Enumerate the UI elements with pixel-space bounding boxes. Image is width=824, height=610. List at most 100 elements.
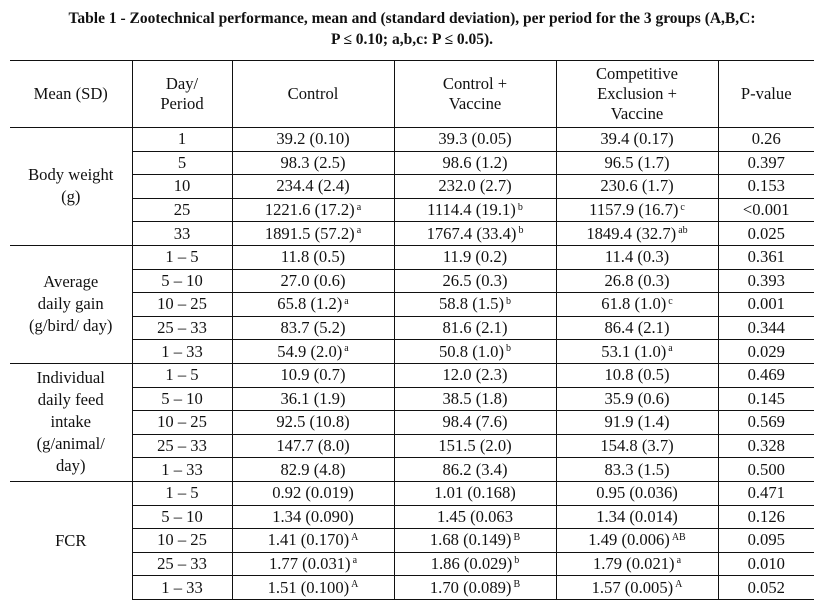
table-row: 10 234.4 (2.4) 232.0 (2.7) 230.6 (1.7) 0.153	[10, 174, 814, 199]
ce-vaccine-cell: 1849.4 (32.7) ab	[555, 221, 718, 246]
control-vaccine-cell-value: 58.8 (1.5)	[439, 294, 504, 314]
header-row: Mean (SD) Day/ Period Control Control + …	[10, 60, 814, 128]
control-cell: 36.1 (1.9)	[231, 386, 394, 411]
control-cell-value: 1.34 (0.090)	[272, 506, 354, 526]
table-row: 25 – 33 83.7 (5.2) 81.6 (2.1) 86.4 (2.1) 0.3…	[10, 315, 814, 340]
pvalue-cell: 0.145	[717, 386, 814, 411]
significance-superscript: a	[676, 555, 682, 567]
ce-vaccine-cell: 230.6 (1.7)	[555, 174, 718, 199]
ce-vaccine-cell: 26.8 (0.3)	[555, 268, 718, 293]
control-cell: 147.7 (8.0)	[231, 433, 394, 458]
table-row: Body weight (g) 1 39.2 (0.10) 39.3 (0.05) 39.…	[10, 127, 814, 206]
group-label-line: daily gain	[37, 294, 104, 314]
pvalue-cell: 0.471	[717, 480, 814, 505]
control-cell: 1.77 (0.031) a	[231, 551, 394, 576]
significance-superscript: a	[668, 343, 673, 355]
table-row: 5 – 10 1.34 (0.090) 1.45 (0.063 1.34 (0.014…	[10, 504, 814, 529]
control-vaccine-cell: 26.5 (0.3)	[393, 268, 556, 293]
pvalue-cell-value: 0.361	[747, 247, 785, 267]
pvalue-cell: 0.328	[717, 433, 814, 458]
control-cell-value: 1.77 (0.031)	[268, 553, 351, 573]
ce-vaccine-cell-value: 26.8 (0.3)	[604, 270, 670, 290]
control-cell-value: 10.9 (0.7)	[280, 365, 346, 385]
pvalue-cell-value: 0.328	[747, 436, 785, 456]
group-label-line: Individual	[36, 368, 105, 388]
control-vaccine-cell: 1.70 (0.089) B	[393, 575, 556, 600]
control-vaccine-cell: 81.6 (2.1)	[393, 315, 556, 340]
pvalue-cell-value: 0.393	[747, 270, 785, 290]
day-cell: 25 – 33	[131, 551, 232, 576]
control-vaccine-cell-value: 1114.4 (19.1)	[427, 200, 516, 220]
control-cell-value: 234.4 (2.4)	[276, 176, 350, 196]
control-cell-value: 82.9 (4.8)	[280, 459, 346, 479]
ce-vaccine-cell: 96.5 (1.7)	[555, 150, 718, 175]
control-vaccine-cell-value: 232.0 (2.7)	[438, 176, 512, 196]
significance-superscript: a	[344, 295, 349, 307]
control-cell: 1.34 (0.090)	[231, 504, 394, 529]
control-cell: 54.9 (2.0) a	[231, 339, 394, 364]
header-ce-line-2: Exclusion +	[597, 84, 677, 103]
group-label-line: (g/bird/ day)	[29, 316, 113, 336]
ce-vaccine-cell-value: 1849.4 (32.7)	[586, 223, 677, 243]
ce-vaccine-cell-value: 1.49 (0.006)	[588, 530, 670, 550]
significance-superscript: c	[680, 201, 685, 213]
pvalue-cell-value: 0.126	[747, 506, 785, 526]
day-cell-value: 10	[173, 176, 191, 196]
pvalue-cell-value: 0.025	[747, 223, 785, 243]
ce-vaccine-cell: 86.4 (2.1)	[555, 315, 718, 340]
ce-vaccine-cell-value: 35.9 (0.6)	[604, 388, 670, 408]
day-cell-value: 25 – 33	[157, 436, 207, 456]
ce-vaccine-cell-value: 96.5 (1.7)	[604, 152, 670, 172]
day-cell: 1 – 33	[131, 339, 232, 364]
ce-vaccine-cell-value: 53.1 (1.0)	[601, 341, 667, 361]
significance-superscript: a	[344, 343, 349, 355]
day-cell: 10 – 25	[131, 292, 232, 317]
significance-superscript: AB	[671, 531, 686, 543]
pvalue-cell-value: 0.471	[747, 483, 785, 503]
day-cell-value: 25 – 33	[157, 318, 207, 338]
control-vaccine-cell-value: 98.4 (7.6)	[442, 412, 508, 432]
pvalue-cell-value: 0.569	[747, 412, 785, 432]
pvalue-cell: 0.569	[717, 410, 814, 435]
day-cell-value: 25 – 33	[157, 553, 207, 573]
pvalue-cell-value: 0.153	[747, 176, 785, 196]
pvalue-cell: 0.344	[717, 315, 814, 340]
pvalue-cell: 0.029	[717, 339, 814, 364]
table-row: 25 – 33 147.7 (8.0) 151.5 (2.0) 154.8 (3.7)…	[10, 433, 814, 458]
ce-vaccine-cell-value: 91.9 (1.4)	[604, 412, 670, 432]
control-cell: 0.92 (0.019)	[231, 480, 394, 505]
control-vaccine-cell-value: 86.2 (3.4)	[442, 459, 508, 479]
table-row: 25 – 33 1.77 (0.031) a 1.86 (0.029) b 1.79 (0…	[10, 551, 814, 576]
group-label: Average daily gain (g/bird/ day)	[10, 244, 132, 364]
control-cell: 39.2 (0.10)	[231, 127, 394, 152]
ce-vaccine-cell: 39.4 (0.17)	[555, 127, 718, 152]
pvalue-cell-value: 0.095	[747, 530, 785, 550]
table-row: 1 – 33 1.51 (0.100) A 1.70 (0.089) B 1.57 (0.…	[10, 575, 814, 600]
table-row: 10 – 25 92.5 (10.8) 98.4 (7.6) 91.9 (1.4) 0.…	[10, 410, 814, 435]
ce-vaccine-cell-value: 39.4 (0.17)	[600, 129, 674, 149]
day-cell: 10	[131, 174, 232, 199]
significance-superscript: a	[352, 555, 358, 567]
day-cell-value: 10 – 25	[157, 530, 207, 550]
table-row: Individual daily feed intake (g/animal/day)…	[10, 362, 814, 482]
control-cell: 1891.5 (57.2) a	[231, 221, 394, 246]
table-row: 1 – 33 54.9 (2.0) a 50.8 (1.0) b 53.1 (1.0) a 0…	[10, 339, 814, 364]
pvalue-cell-value: 0.397	[747, 152, 785, 172]
header-ce-line-3: Vaccine	[610, 104, 664, 123]
day-cell-value: 1 – 5	[165, 247, 199, 267]
control-vaccine-cell: 151.5 (2.0)	[393, 433, 556, 458]
control-vaccine-cell-value: 1.01 (0.168)	[434, 483, 516, 503]
ce-vaccine-cell: 1.79 (0.021) a	[555, 551, 718, 576]
day-cell: 10 – 25	[131, 528, 232, 553]
day-cell: 1 – 33	[131, 457, 232, 482]
day-cell-value: 1 – 5	[165, 483, 199, 503]
control-cell-value: 65.8 (1.2)	[277, 294, 343, 314]
pvalue-cell: 0.153	[717, 174, 814, 199]
control-cell-value: 1221.6 (17.2)	[264, 200, 355, 220]
significance-superscript: c	[668, 295, 673, 307]
ce-vaccine-cell-value: 11.4 (0.3)	[604, 247, 670, 267]
pvalue-cell-value: 0.010	[747, 553, 785, 573]
control-vaccine-cell: 39.3 (0.05)	[393, 127, 556, 152]
control-vaccine-cell: 12.0 (2.3)	[393, 362, 556, 388]
header-mean-sd: Mean (SD)	[10, 60, 132, 128]
